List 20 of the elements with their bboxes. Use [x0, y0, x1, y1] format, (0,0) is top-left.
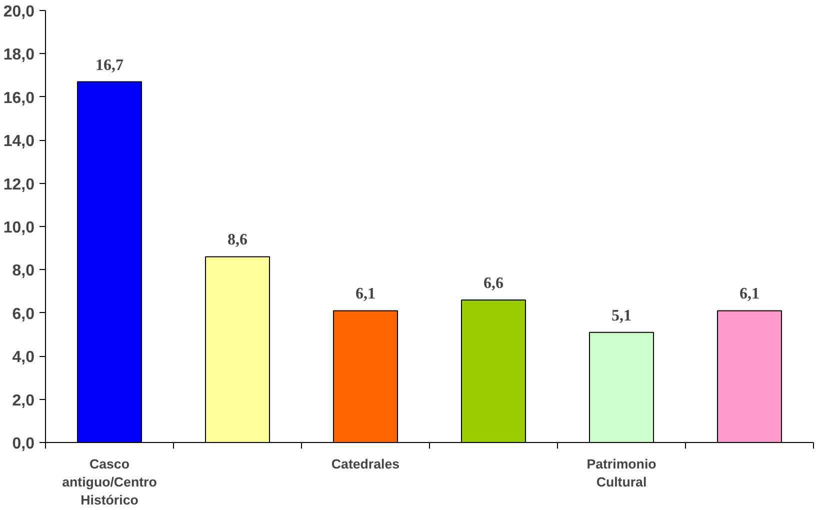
data-label: 8,6 — [228, 232, 248, 249]
y-tick-label: 8,0 — [12, 262, 35, 280]
y-tick-label: 16,0 — [3, 90, 35, 107]
y-tick-label: 0,0 — [12, 436, 35, 452]
y-tick-label: 10,0 — [3, 220, 35, 236]
y-tick-label: 4,0 — [12, 349, 35, 366]
data-label: 16,7 — [96, 56, 124, 74]
y-tick-label: 6,0 — [12, 306, 35, 323]
y-tick-label: 2,0 — [12, 392, 35, 410]
y-tick-label: 18,0 — [3, 46, 35, 64]
y-tick-label: 20,0 — [3, 4, 35, 20]
x-tick-label: Patrimonio Cultural — [586, 456, 656, 490]
data-label: 6,6 — [484, 274, 504, 292]
data-label: 5,1 — [612, 307, 632, 324]
x-tick-label: Catedrales — [331, 456, 400, 472]
y-tick-label: 14,0 — [3, 133, 35, 150]
x-tick-label: Casco antiguo/Centro Histórico — [62, 456, 157, 508]
data-label: 6,1 — [740, 286, 760, 303]
y-tick-label: 12,0 — [3, 176, 35, 194]
data-label: 6,1 — [356, 286, 376, 303]
